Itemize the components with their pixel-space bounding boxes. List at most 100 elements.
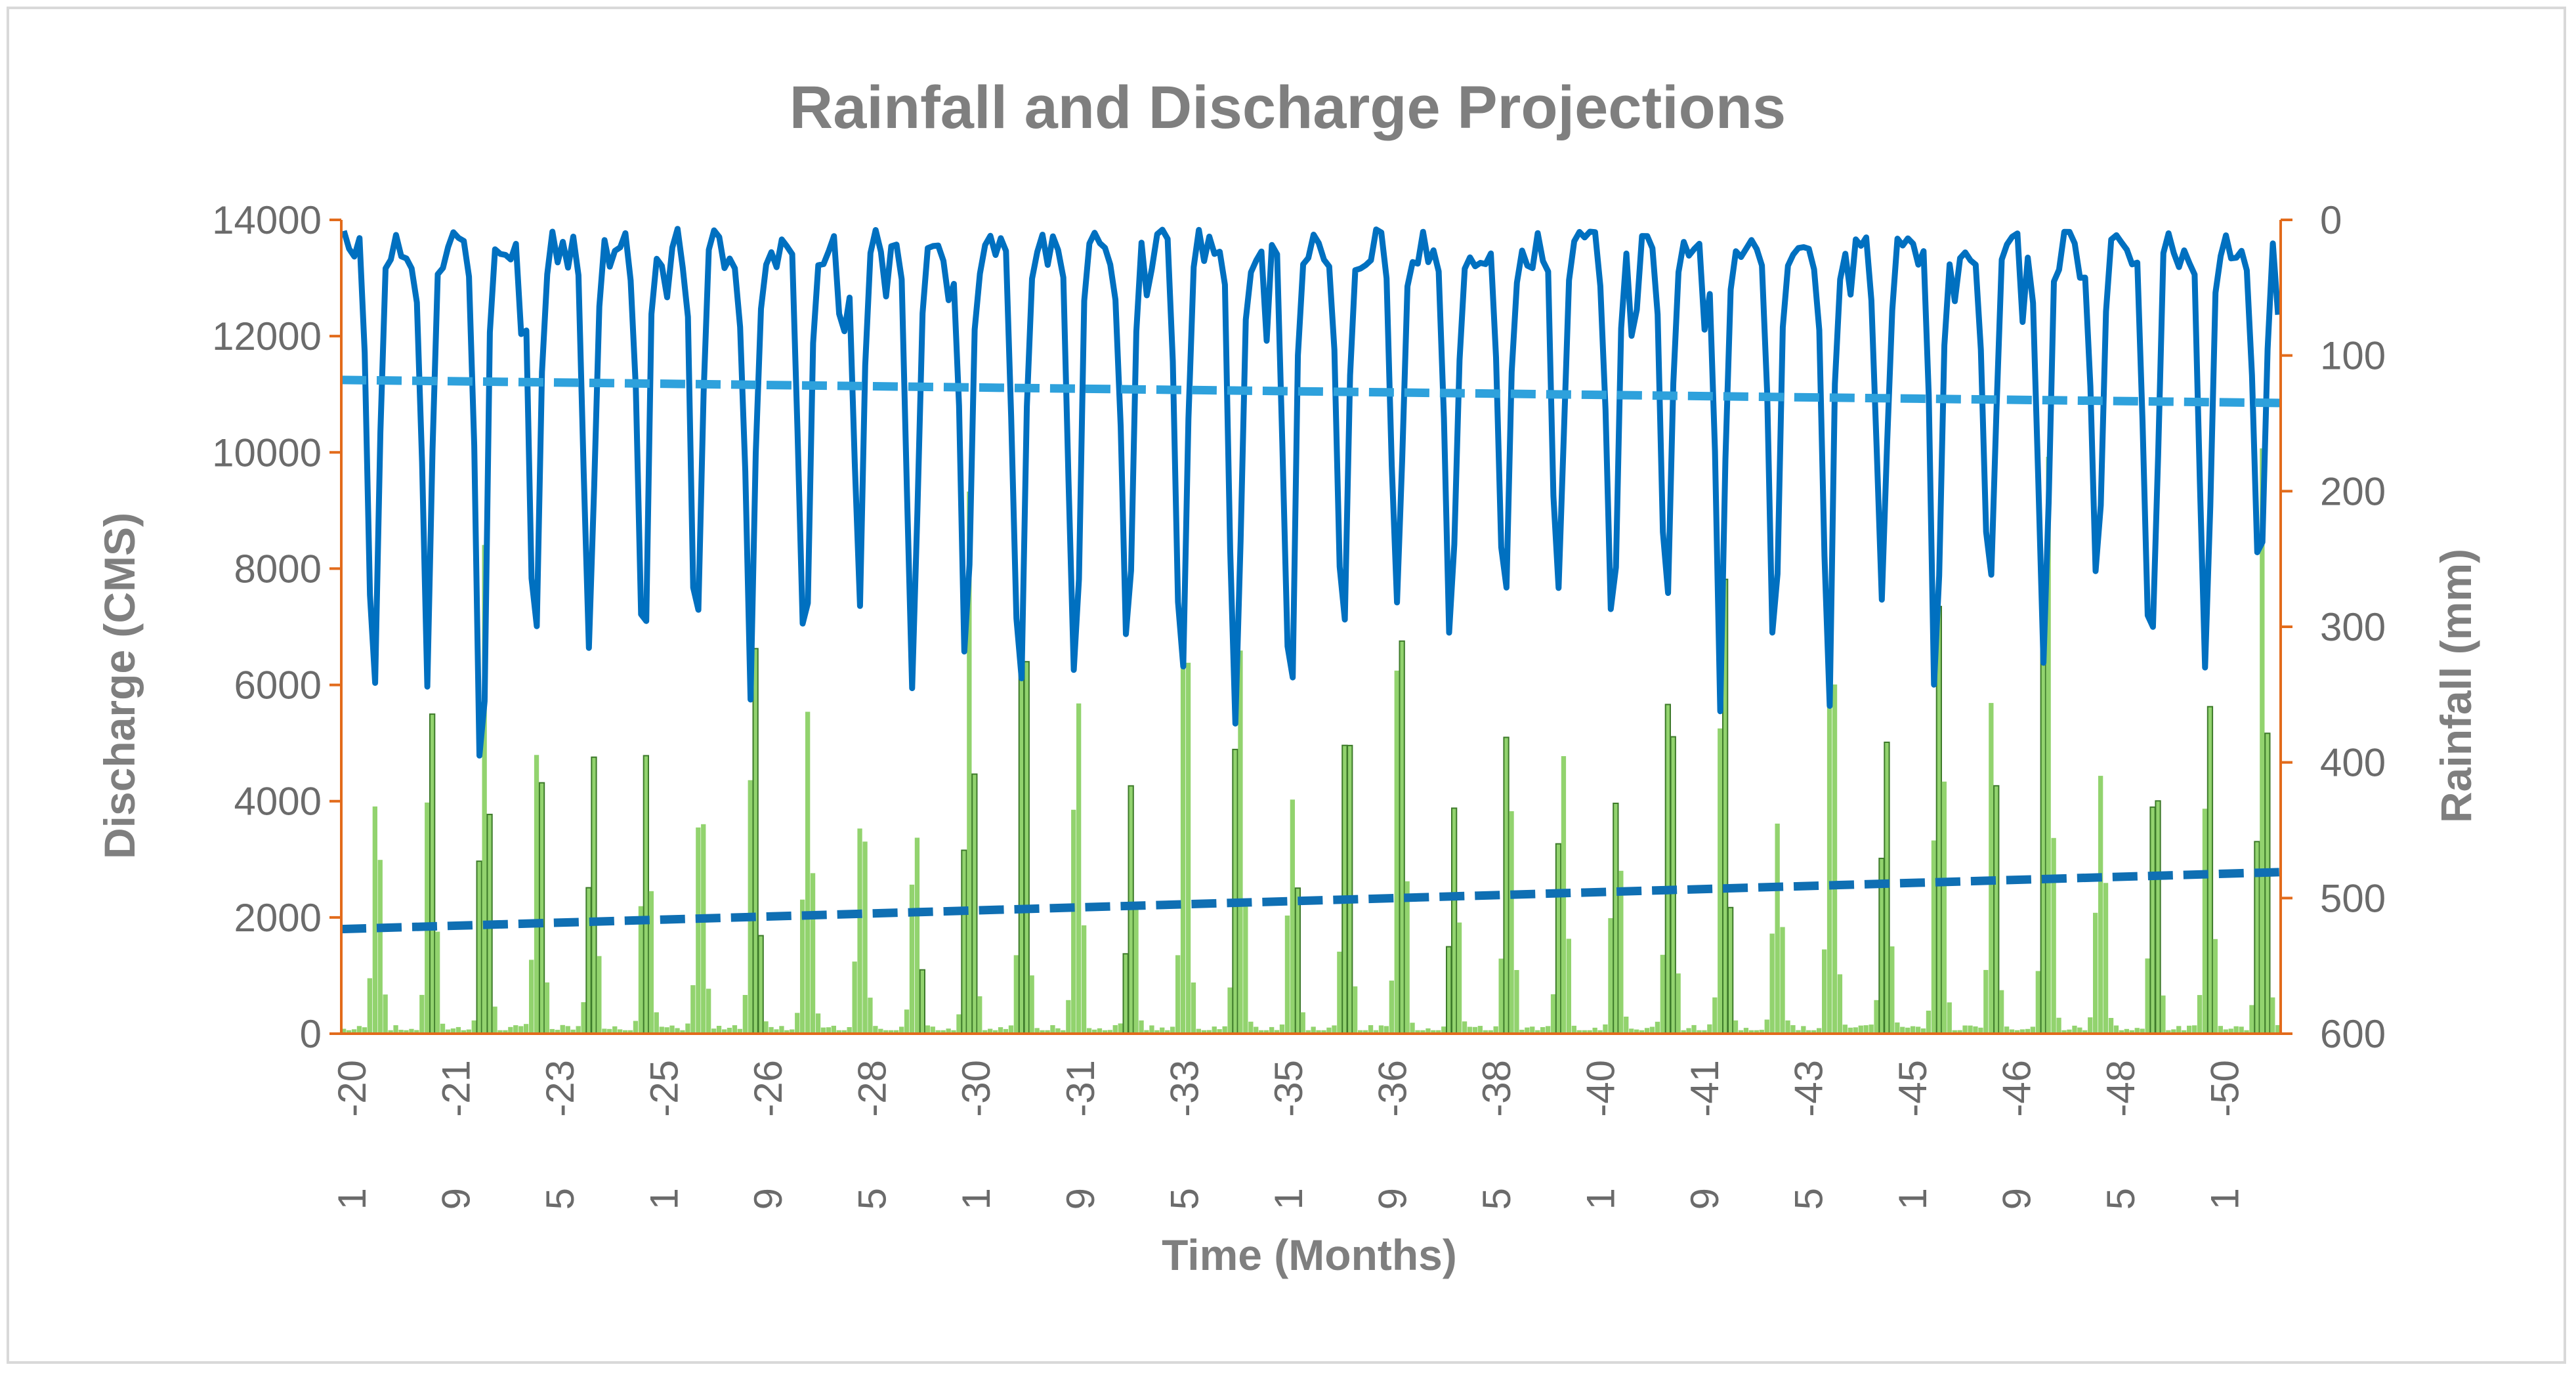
- discharge-bar: [534, 755, 539, 1034]
- discharge-bar: [982, 1030, 988, 1034]
- discharge-bar: [1775, 823, 1780, 1034]
- discharge-bar: [1122, 953, 1129, 1035]
- discharge-bar: [643, 755, 650, 1035]
- discharge-bar: [1368, 1025, 1374, 1034]
- right-tick-label: 200: [2320, 469, 2386, 513]
- discharge-bar: [961, 849, 967, 1034]
- discharge-bar: [1326, 1027, 1332, 1034]
- discharge-bar: [757, 935, 764, 1034]
- x-tick-year-label: -38: [1475, 1060, 1519, 1117]
- discharge-bar: [1546, 1026, 1551, 1034]
- discharge-bar: [1874, 1000, 1879, 1034]
- discharge-bar: [425, 802, 430, 1034]
- discharge-bar: [2233, 1026, 2239, 1034]
- discharge-bar: [1144, 1030, 1149, 1034]
- discharge-bar: [1133, 906, 1139, 1034]
- discharge-bar: [398, 1030, 404, 1034]
- discharge-bar: [1842, 1024, 1848, 1034]
- discharge-bar: [810, 873, 816, 1034]
- discharge-bar: [1947, 1002, 1952, 1034]
- discharge-bar: [2206, 706, 2214, 1034]
- discharge-bar: [1660, 954, 1665, 1034]
- discharge-bar: [1373, 1030, 1379, 1034]
- discharge-bar: [2098, 776, 2103, 1034]
- discharge-bar: [440, 1023, 446, 1034]
- left-tick-label: 4000: [234, 780, 322, 824]
- left-tick-label: 2000: [234, 896, 322, 940]
- discharge-bar: [742, 995, 748, 1034]
- discharge-bar: [852, 961, 857, 1034]
- discharge-bar: [1916, 1026, 1921, 1034]
- discharge-bar: [450, 1028, 456, 1034]
- discharge-bar: [1321, 1030, 1326, 1034]
- discharge-bar: [2182, 1030, 2187, 1034]
- discharge-bar: [1608, 918, 1613, 1034]
- discharge-bar: [538, 782, 545, 1034]
- x-tick-year-label: -41: [1683, 1060, 1727, 1117]
- discharge-bar: [471, 1020, 476, 1034]
- discharge-bar: [675, 1028, 680, 1034]
- discharge-bar: [1514, 970, 1519, 1034]
- discharge-bar: [1003, 1028, 1009, 1034]
- discharge-bar: [1550, 994, 1556, 1034]
- discharge-bar: [1911, 1026, 1916, 1034]
- discharge-bar: [1097, 1028, 1103, 1034]
- discharge-bar: [356, 1026, 362, 1034]
- discharge-bar: [909, 884, 915, 1034]
- discharge-bar: [2019, 1029, 2025, 1034]
- discharge-bar: [2187, 1025, 2192, 1034]
- discharge-bar: [1488, 1030, 1493, 1034]
- discharge-bar: [1754, 1030, 1759, 1034]
- discharge-bar: [585, 887, 592, 1034]
- discharge-bar: [1337, 952, 1342, 1034]
- discharge-bar: [1639, 1030, 1645, 1034]
- discharge-bar: [2046, 457, 2051, 1034]
- discharge-bar: [503, 1030, 508, 1034]
- discharge-bar: [847, 1027, 852, 1034]
- discharge-bar: [1509, 811, 1514, 1034]
- discharge-bar: [2218, 1026, 2223, 1034]
- x-tick-month-label: 1: [643, 1188, 686, 1210]
- discharge-bar: [1952, 1030, 1957, 1034]
- discharge-bar: [367, 978, 372, 1034]
- discharge-bar: [1743, 1028, 1749, 1034]
- discharge-bar: [878, 1028, 883, 1034]
- discharge-bar: [1013, 955, 1019, 1034]
- discharge-bar: [1316, 1030, 1321, 1034]
- discharge-bar: [1274, 1030, 1280, 1034]
- discharge-bar: [1769, 933, 1775, 1034]
- discharge-bar: [1629, 1028, 1634, 1034]
- right-tick-label: 400: [2320, 741, 2386, 785]
- left-tick-label: 10000: [212, 431, 322, 475]
- discharge-bar: [971, 773, 978, 1034]
- discharge-bar: [492, 1006, 497, 1034]
- chart-frame: [7, 7, 2566, 1364]
- discharge-bar: [1837, 974, 1843, 1034]
- x-tick-month-label: 5: [851, 1188, 895, 1210]
- discharge-bar: [2275, 1024, 2281, 1034]
- discharge-bar: [1284, 916, 1290, 1034]
- discharge-bar: [1727, 906, 1734, 1035]
- discharge-bar: [1311, 1026, 1316, 1034]
- discharge-bar: [1525, 1027, 1530, 1034]
- discharge-bar: [1206, 1030, 1212, 1034]
- discharge-bar: [951, 1030, 956, 1034]
- discharge-bar: [1165, 1030, 1170, 1034]
- discharge-bar: [1702, 1030, 1707, 1034]
- discharge-bar: [841, 1030, 847, 1034]
- discharge-bar: [2009, 1029, 2015, 1034]
- discharge-bar: [482, 545, 487, 1034]
- discharge-bar: [1425, 1028, 1431, 1034]
- discharge-bar: [1086, 1028, 1092, 1034]
- discharge-bar: [1431, 1030, 1436, 1034]
- x-tick-month-label: 9: [1059, 1188, 1103, 1210]
- discharge-bar: [2025, 1028, 2031, 1034]
- discharge-bar: [1040, 1030, 1045, 1034]
- discharge-bar: [2014, 1030, 2020, 1034]
- discharge-bar: [2119, 1030, 2124, 1034]
- discharge-bar: [429, 713, 436, 1034]
- discharge-bar: [1983, 969, 1989, 1034]
- discharge-bar: [1196, 1028, 1201, 1034]
- discharge-bar: [513, 1025, 518, 1034]
- discharge-bar: [1566, 939, 1571, 1034]
